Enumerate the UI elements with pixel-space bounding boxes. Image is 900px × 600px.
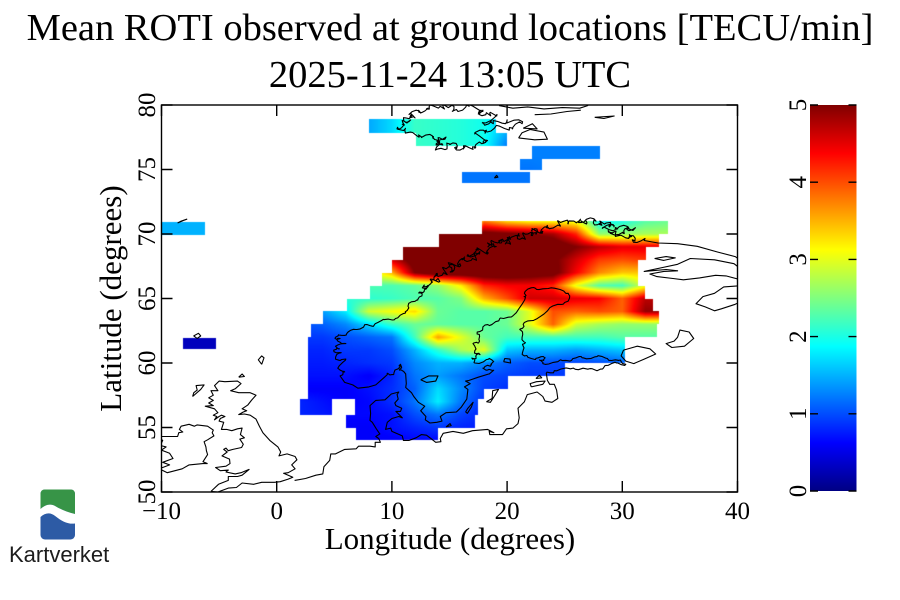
svg-text:3: 3: [785, 253, 812, 266]
svg-text:55: 55: [134, 415, 161, 440]
svg-text:30: 30: [610, 498, 635, 525]
svg-text:Kartverket: Kartverket: [9, 542, 109, 567]
svg-text:80: 80: [134, 93, 161, 118]
svg-text:Latitude (degrees): Latitude (degrees): [93, 185, 128, 411]
svg-text:20: 20: [495, 498, 520, 525]
svg-text:65: 65: [134, 286, 161, 311]
svg-text:50: 50: [134, 480, 161, 505]
svg-text:40: 40: [725, 498, 750, 525]
svg-text:2: 2: [785, 330, 812, 343]
svg-text:0: 0: [785, 485, 812, 498]
svg-text:Mean ROTI observed at ground l: Mean ROTI observed at ground locations […: [27, 7, 874, 49]
svg-text:75: 75: [134, 157, 161, 182]
svg-text:10: 10: [379, 498, 404, 525]
svg-text:5: 5: [785, 99, 812, 112]
svg-text:4: 4: [785, 175, 812, 188]
svg-text:1: 1: [785, 408, 812, 421]
svg-text:Longitude (degrees): Longitude (degrees): [325, 521, 575, 556]
svg-text:−10: −10: [142, 498, 181, 525]
svg-text:70: 70: [134, 222, 161, 247]
svg-text:2025-11-24 13:05 UTC: 2025-11-24 13:05 UTC: [269, 54, 631, 96]
svg-text:0: 0: [270, 498, 283, 525]
svg-text:60: 60: [134, 351, 161, 376]
